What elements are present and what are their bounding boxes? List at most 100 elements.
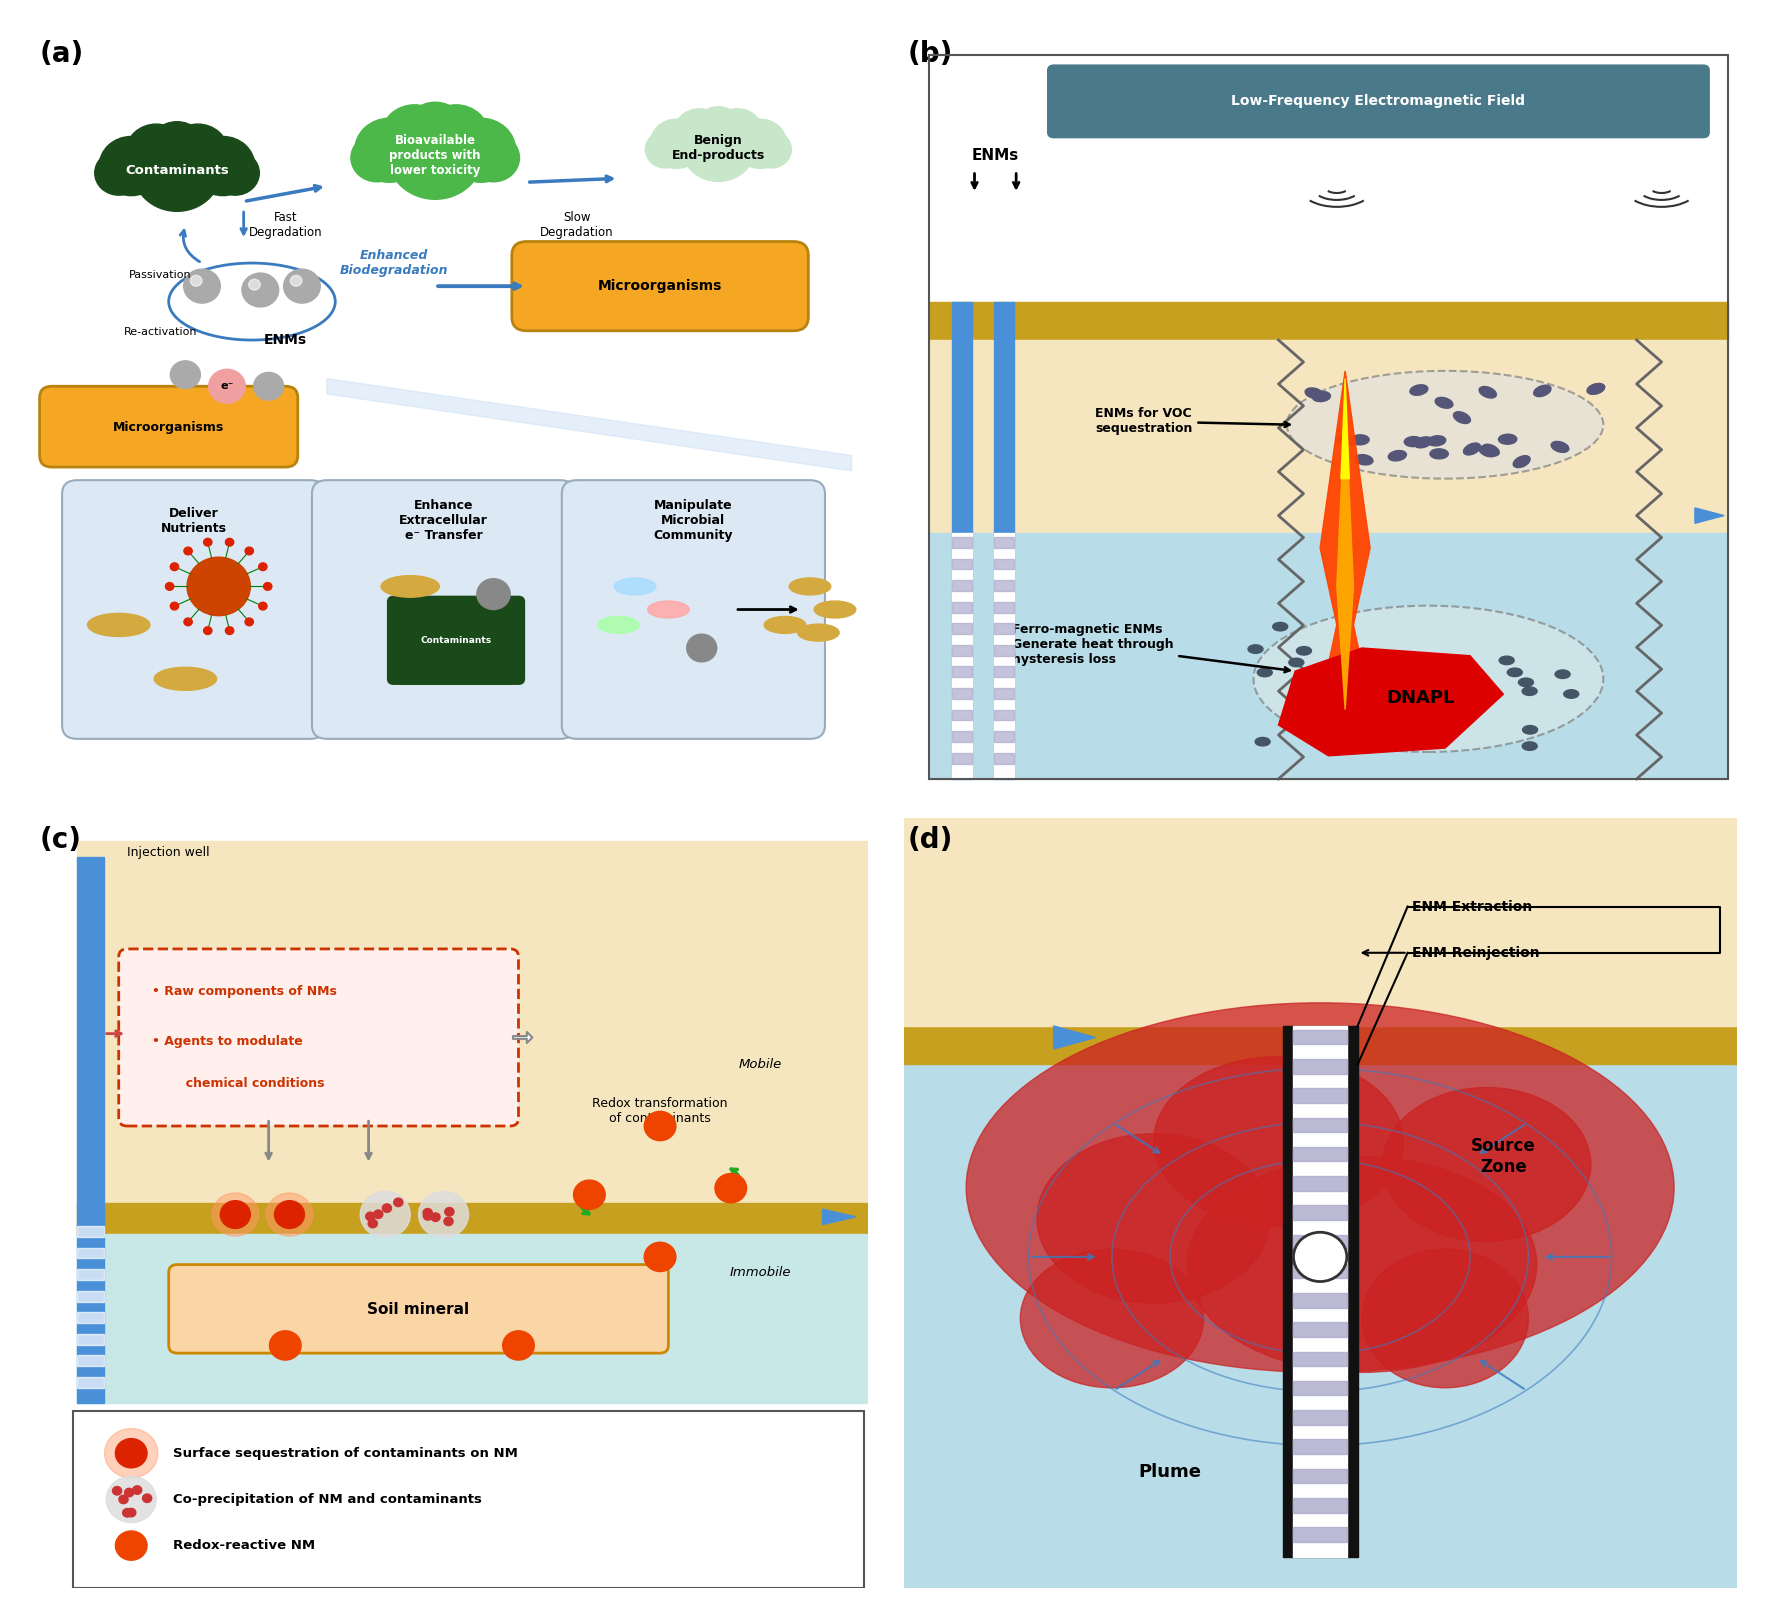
Ellipse shape [813, 602, 856, 618]
Polygon shape [76, 1291, 105, 1301]
Ellipse shape [1037, 1134, 1271, 1302]
Ellipse shape [1338, 436, 1356, 446]
FancyBboxPatch shape [62, 480, 326, 739]
Polygon shape [994, 558, 1014, 569]
Circle shape [168, 124, 229, 180]
Ellipse shape [1272, 622, 1288, 630]
Polygon shape [929, 340, 1728, 533]
Ellipse shape [1187, 1156, 1536, 1373]
Circle shape [119, 1495, 128, 1503]
Ellipse shape [1480, 387, 1496, 398]
Ellipse shape [1414, 436, 1432, 448]
Circle shape [393, 1198, 402, 1206]
Polygon shape [1294, 1439, 1347, 1453]
Ellipse shape [1430, 449, 1448, 459]
Ellipse shape [1154, 1057, 1403, 1225]
Ellipse shape [1464, 443, 1480, 456]
Polygon shape [326, 379, 852, 472]
Circle shape [184, 547, 191, 555]
Circle shape [170, 361, 200, 388]
Polygon shape [994, 667, 1014, 677]
Circle shape [133, 1485, 142, 1495]
Circle shape [360, 1192, 411, 1238]
FancyBboxPatch shape [168, 1264, 668, 1354]
Text: (c): (c) [39, 826, 82, 853]
Circle shape [688, 634, 716, 662]
Circle shape [269, 1331, 301, 1360]
Polygon shape [1294, 1498, 1347, 1513]
Circle shape [424, 1208, 432, 1217]
Polygon shape [952, 709, 973, 720]
Ellipse shape [597, 616, 640, 634]
Circle shape [105, 1429, 158, 1477]
Polygon shape [1294, 1088, 1347, 1104]
Polygon shape [952, 602, 973, 613]
Ellipse shape [1247, 645, 1263, 653]
Polygon shape [1294, 1469, 1347, 1484]
Polygon shape [952, 302, 973, 780]
Polygon shape [1294, 1293, 1347, 1307]
Ellipse shape [1550, 441, 1568, 452]
Circle shape [682, 114, 755, 181]
Ellipse shape [1403, 436, 1423, 446]
Polygon shape [1283, 1027, 1357, 1557]
Polygon shape [76, 857, 105, 1404]
Ellipse shape [966, 1002, 1675, 1373]
Circle shape [225, 539, 234, 545]
Polygon shape [994, 624, 1014, 634]
Ellipse shape [764, 616, 806, 634]
Polygon shape [904, 818, 1737, 1027]
Polygon shape [994, 302, 1014, 780]
Ellipse shape [1508, 669, 1522, 677]
Ellipse shape [1357, 709, 1372, 717]
Polygon shape [1320, 371, 1370, 741]
Polygon shape [994, 731, 1014, 743]
Circle shape [204, 539, 213, 545]
Text: (a): (a) [39, 40, 83, 67]
Polygon shape [1294, 1027, 1347, 1557]
Polygon shape [76, 1248, 105, 1259]
Polygon shape [952, 537, 973, 549]
Ellipse shape [1434, 696, 1448, 704]
Text: Enhanced
Biodegradation: Enhanced Biodegradation [338, 249, 448, 277]
Ellipse shape [1435, 398, 1453, 407]
Ellipse shape [1453, 412, 1471, 423]
Circle shape [259, 602, 268, 610]
Polygon shape [76, 1233, 868, 1404]
Polygon shape [76, 1376, 105, 1387]
Polygon shape [822, 1209, 856, 1224]
Text: Microorganisms: Microorganisms [597, 279, 723, 294]
Circle shape [170, 602, 179, 610]
Circle shape [142, 1493, 152, 1503]
Circle shape [248, 279, 260, 290]
Text: Re-activation: Re-activation [124, 327, 197, 337]
FancyBboxPatch shape [1047, 64, 1710, 138]
FancyBboxPatch shape [119, 950, 519, 1126]
Text: • Raw components of NMs: • Raw components of NMs [152, 985, 337, 998]
Circle shape [383, 1205, 392, 1213]
Text: Plume: Plume [1139, 1463, 1201, 1482]
Ellipse shape [87, 613, 151, 637]
Polygon shape [76, 1203, 868, 1233]
Text: • Agents to modulate: • Agents to modulate [152, 1035, 303, 1047]
Polygon shape [1294, 1352, 1347, 1367]
Circle shape [122, 1508, 131, 1517]
Text: Fast
Degradation: Fast Degradation [248, 210, 323, 239]
Circle shape [445, 1208, 454, 1216]
Text: Bioavailable
products with
lower toxicity: Bioavailable products with lower toxicit… [390, 133, 480, 176]
Circle shape [126, 124, 186, 180]
Circle shape [1294, 1232, 1347, 1282]
Text: Contaminants: Contaminants [420, 635, 491, 645]
Circle shape [126, 1508, 136, 1517]
Polygon shape [904, 818, 1737, 1588]
Ellipse shape [1522, 687, 1536, 696]
Circle shape [418, 1192, 468, 1238]
Circle shape [645, 1241, 675, 1272]
Circle shape [106, 1476, 156, 1522]
Circle shape [149, 122, 206, 173]
Polygon shape [76, 1269, 105, 1280]
Circle shape [112, 1487, 122, 1495]
Ellipse shape [154, 667, 216, 690]
Text: Co-precipitation of NM and contaminants: Co-precipitation of NM and contaminants [174, 1493, 482, 1506]
Circle shape [284, 269, 321, 303]
